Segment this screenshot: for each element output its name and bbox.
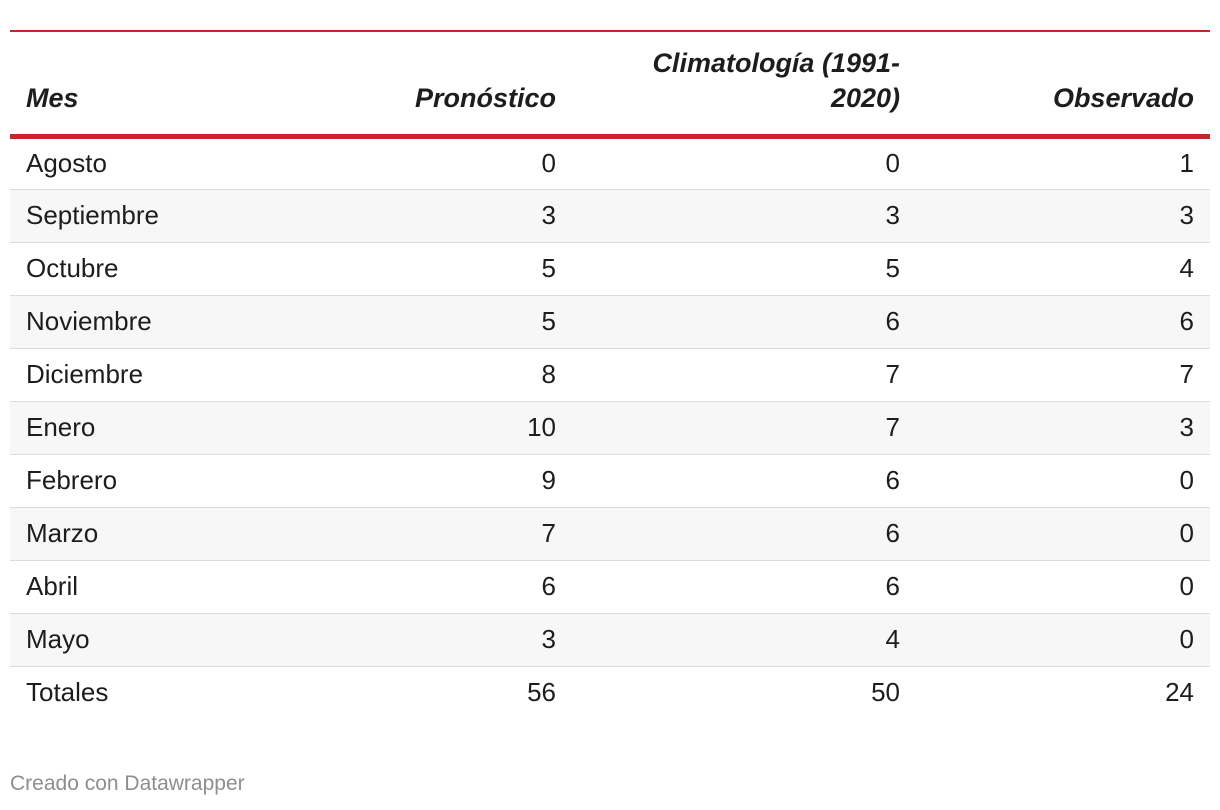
- cell-climatologia: 3: [572, 189, 912, 243]
- cell-observado: 6: [912, 295, 1210, 349]
- cell-mes: Abril: [10, 560, 250, 614]
- data-table-container: Mes Pronóstico Climatología (1991-2020) …: [10, 30, 1210, 719]
- cell-pronostico: 8: [250, 348, 572, 402]
- cell-mes: Mayo: [10, 613, 250, 667]
- cell-mes: Agosto: [10, 136, 250, 190]
- cell-pronostico: 5: [250, 242, 572, 296]
- cell-observado: 3: [912, 401, 1210, 455]
- cell-pronostico: 3: [250, 189, 572, 243]
- totals-label: Totales: [10, 666, 250, 719]
- totals-row: Totales 56 50 24: [10, 666, 1210, 719]
- cell-pronostico: 6: [250, 560, 572, 614]
- header-mes[interactable]: Mes: [10, 32, 250, 139]
- cell-pronostico: 0: [250, 136, 572, 190]
- cell-pronostico: 9: [250, 454, 572, 508]
- top-rule: [10, 30, 1210, 32]
- cell-climatologia: 7: [572, 401, 912, 455]
- cell-pronostico: 5: [250, 295, 572, 349]
- datawrapper-credit-link[interactable]: Creado con Datawrapper: [10, 772, 245, 795]
- table-body: Agosto 0 0 1 Septiembre 3 3 3 Octubre 5 …: [10, 136, 1210, 719]
- cell-mes: Septiembre: [10, 189, 250, 243]
- header-climatologia[interactable]: Climatología (1991-2020): [572, 32, 912, 139]
- cell-mes: Febrero: [10, 454, 250, 508]
- cell-climatologia: 7: [572, 348, 912, 402]
- cell-observado: 0: [912, 613, 1210, 667]
- table-row: Octubre 5 5 4: [10, 242, 1210, 296]
- header-row: Mes Pronóstico Climatología (1991-2020) …: [10, 32, 1210, 139]
- cell-climatologia: 6: [572, 295, 912, 349]
- cell-mes: Enero: [10, 401, 250, 455]
- cell-climatologia: 5: [572, 242, 912, 296]
- table-row: Diciembre 8 7 7: [10, 348, 1210, 402]
- cell-observado: 4: [912, 242, 1210, 296]
- cell-pronostico: 7: [250, 507, 572, 561]
- cell-observado: 0: [912, 454, 1210, 508]
- cell-observado: 0: [912, 560, 1210, 614]
- table-row: Noviembre 5 6 6: [10, 295, 1210, 349]
- cell-pronostico: 10: [250, 401, 572, 455]
- total-observado: 24: [912, 666, 1210, 719]
- cell-climatologia: 6: [572, 454, 912, 508]
- cell-mes: Marzo: [10, 507, 250, 561]
- cell-mes: Noviembre: [10, 295, 250, 349]
- table-row: Febrero 9 6 0: [10, 454, 1210, 508]
- header-pronostico[interactable]: Pronóstico: [250, 32, 572, 139]
- header-observado[interactable]: Observado: [912, 32, 1210, 139]
- table-row: Abril 6 6 0: [10, 560, 1210, 614]
- cell-climatologia: 0: [572, 136, 912, 190]
- cell-observado: 0: [912, 507, 1210, 561]
- cell-climatologia: 4: [572, 613, 912, 667]
- table-row: Septiembre 3 3 3: [10, 189, 1210, 243]
- table-row: Marzo 7 6 0: [10, 507, 1210, 561]
- total-pronostico: 56: [250, 666, 572, 719]
- cell-pronostico: 3: [250, 613, 572, 667]
- cell-mes: Diciembre: [10, 348, 250, 402]
- cell-observado: 3: [912, 189, 1210, 243]
- cell-climatologia: 6: [572, 507, 912, 561]
- cell-observado: 1: [912, 136, 1210, 190]
- data-table: Mes Pronóstico Climatología (1991-2020) …: [10, 32, 1210, 719]
- table-row: Enero 10 7 3: [10, 401, 1210, 455]
- cell-observado: 7: [912, 348, 1210, 402]
- cell-mes: Octubre: [10, 242, 250, 296]
- table-row: Agosto 0 0 1: [10, 136, 1210, 190]
- total-climatologia: 50: [572, 666, 912, 719]
- cell-climatologia: 6: [572, 560, 912, 614]
- table-row: Mayo 3 4 0: [10, 613, 1210, 667]
